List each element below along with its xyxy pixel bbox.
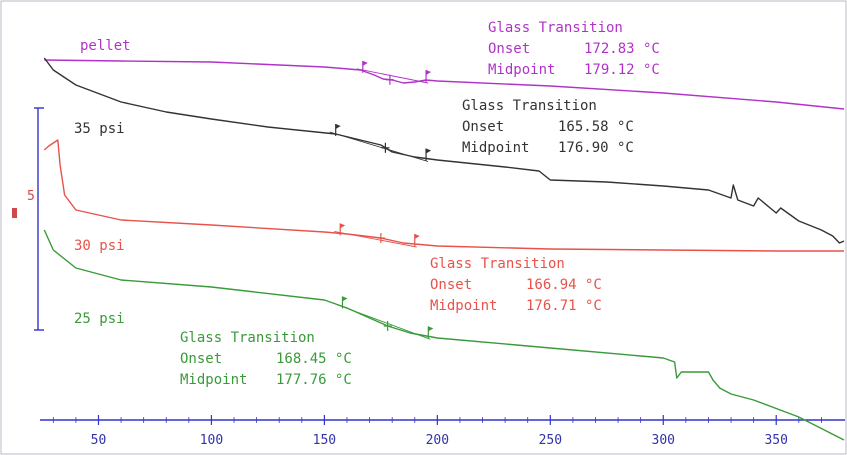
x-tick-label: 100 [200, 433, 223, 448]
transition-marker-flag [335, 124, 341, 129]
onset-value: 172.83 °C [584, 41, 660, 57]
tangent-line [336, 303, 431, 340]
onset-label: Onset [462, 119, 504, 135]
tangent-line [356, 68, 429, 84]
series-pellet: pellet [44, 38, 845, 110]
midpoint-label: Midpoint [462, 140, 529, 156]
series-name-label: 35 psi [74, 121, 125, 137]
annotation-heading: Glass Transition [488, 20, 623, 36]
midpoint-value: 179.12 °C [584, 62, 660, 78]
y-axis-fragment-label: 5 [27, 189, 35, 204]
y-axis-unit-glyph [12, 208, 17, 218]
annotation-heading: Glass Transition [430, 256, 565, 272]
series-line [44, 59, 845, 110]
glass-transition-annotation: Glass Transition Onset 168.45 °C Midpoint 17… [180, 330, 352, 388]
x-tick-label: 250 [539, 433, 562, 448]
annotation-heading: Glass Transition [180, 330, 315, 346]
x-tick-label: 350 [764, 433, 787, 448]
midpoint-value: 176.71 °C [526, 298, 602, 314]
x-tick-label: 200 [426, 433, 449, 448]
onset-label: Onset [180, 351, 222, 367]
onset-label: Onset [488, 41, 530, 57]
series-line [43, 57, 845, 244]
midpoint-label: Midpoint [488, 62, 555, 78]
transition-marker-flag [414, 234, 420, 239]
series-25-psi: 25 psi [43, 229, 845, 441]
series-35-psi: 35 psi [43, 57, 845, 244]
series-line [43, 139, 844, 252]
transition-marker-flag [362, 60, 368, 66]
onset-label: Onset [430, 277, 472, 293]
x-tick-label: 300 [652, 433, 675, 448]
glass-transition-annotation: Glass Transition Onset 172.83 °C Midpoint 17… [488, 20, 660, 78]
tangent-line [334, 230, 417, 248]
transition-marker-flag [426, 148, 432, 154]
annotation-heading: Glass Transition [462, 98, 597, 114]
onset-value: 166.94 °C [526, 277, 602, 293]
tangent-line [329, 131, 429, 162]
transition-marker-flag [428, 326, 434, 332]
onset-value: 168.45 °C [276, 351, 352, 367]
glass-transition-annotation: Glass Transition Onset 165.58 °C Midpoint 17… [462, 98, 634, 156]
midpoint-label: Midpoint [180, 372, 247, 388]
x-tick-label: 50 [91, 433, 107, 448]
midpoint-value: 176.90 °C [558, 140, 634, 156]
series-30-psi: 30 psi [43, 139, 844, 254]
transition-marker-flag [342, 296, 348, 302]
transition-marker-flag [340, 223, 346, 229]
x-axis: 50 100 150 200 250 300 350 [40, 415, 845, 448]
transition-marker-flag [426, 70, 432, 75]
onset-value: 165.58 °C [558, 119, 634, 135]
series-name-label: 25 psi [74, 311, 125, 327]
glass-transition-annotation: Glass Transition Onset 166.94 °C Midpoint 17… [430, 256, 602, 314]
series-line [43, 229, 845, 441]
midpoint-value: 177.76 °C [276, 372, 352, 388]
series-name-label: 30 psi [74, 238, 125, 254]
series-name-label: pellet [80, 38, 131, 54]
y-axis-bracket: 5 [12, 107, 44, 331]
midpoint-label: Midpoint [430, 298, 497, 314]
x-tick-label: 150 [313, 433, 336, 448]
